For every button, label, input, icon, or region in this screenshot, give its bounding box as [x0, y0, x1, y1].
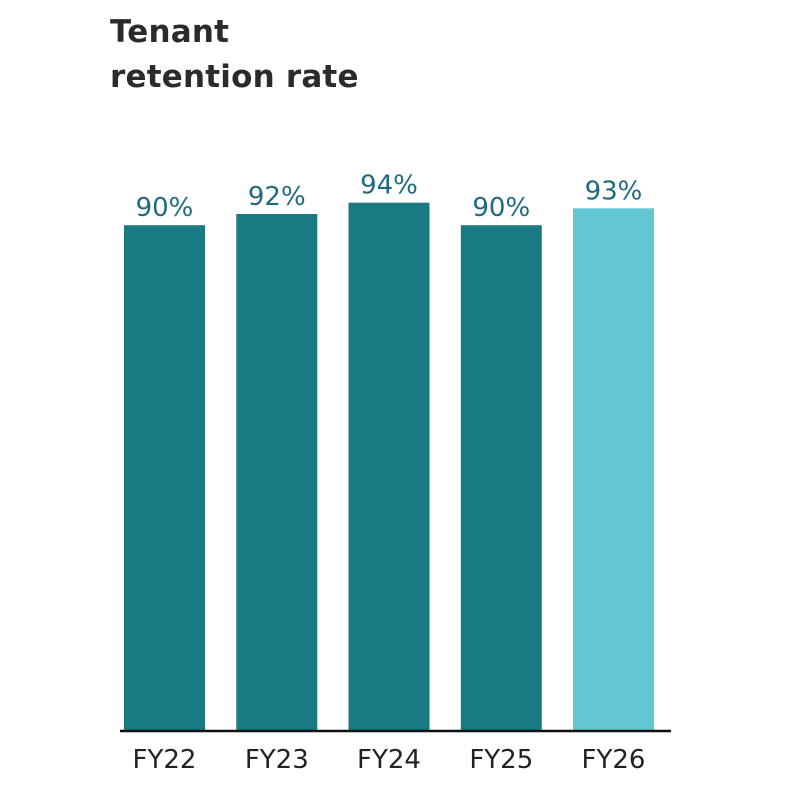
- value-label-fy25: 90%: [472, 193, 530, 223]
- chart-title-line-1: Tenant: [110, 14, 230, 50]
- chart-title: Tenant retention rate: [110, 10, 470, 100]
- chart-title-line-2: retention rate: [110, 59, 359, 95]
- bars-layer: [124, 202, 654, 732]
- value-label-fy23: 92%: [248, 182, 306, 212]
- bar-fy22: [124, 225, 205, 731]
- x-tick-label-fy24: FY24: [357, 745, 421, 775]
- value-label-fy26: 93%: [585, 176, 643, 206]
- bar-fy25: [460, 225, 542, 731]
- x-tick-label-fy25: FY25: [469, 745, 533, 775]
- value-labels-layer: 90% 92% 94% 90% 93%: [136, 171, 643, 224]
- x-tick-label-fy22: FY22: [133, 745, 197, 775]
- bar-fy23: [236, 214, 318, 731]
- bar-fy24: [348, 202, 430, 731]
- x-tick-label-fy26: FY26: [582, 745, 646, 775]
- value-label-fy22: 90%: [136, 193, 194, 223]
- bar-fy26: [573, 208, 654, 732]
- x-tick-label-fy23: FY23: [245, 745, 309, 775]
- value-label-fy24: 94%: [360, 171, 418, 201]
- x-tick-labels-layer: FY22 FY23 FY24 FY25 FY26: [133, 745, 646, 775]
